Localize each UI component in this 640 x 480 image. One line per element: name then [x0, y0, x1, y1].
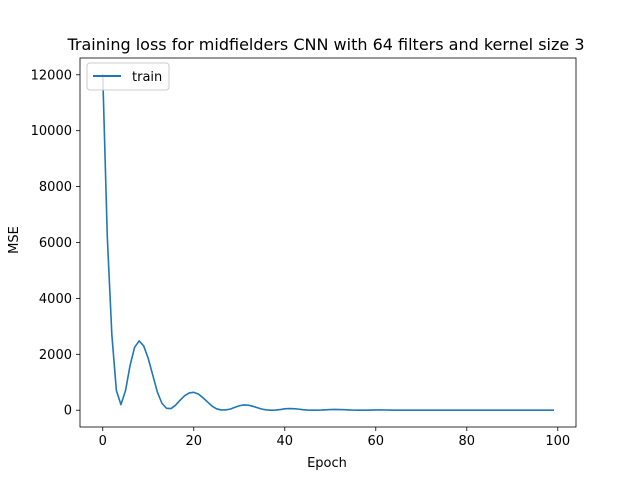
x-tick-label: 60 — [368, 434, 385, 449]
x-tick-label: 80 — [459, 434, 476, 449]
x-tick-label: 100 — [545, 434, 570, 449]
plot-frame — [79, 57, 577, 428]
legend: train — [86, 62, 170, 91]
series-layer — [101, 73, 555, 412]
y-tick-label: 4000 — [39, 292, 72, 307]
x-tick-label: 20 — [185, 434, 202, 449]
y-tick-label: 10000 — [31, 124, 72, 139]
y-tick-label: 2000 — [39, 348, 72, 363]
x-tick-label: 0 — [99, 434, 107, 449]
x-axis-label: Epoch — [307, 456, 347, 471]
plot-area — [79, 57, 577, 428]
y-tick-label: 6000 — [39, 236, 72, 251]
axis-ticks: 0 20 40 60 80 100 0 2000 4000 6000 8000 10000 12000 — [31, 68, 571, 449]
series-line-train — [101, 73, 555, 412]
y-tick-label: 12000 — [31, 68, 72, 83]
legend-label-train: train — [132, 70, 162, 85]
y-tick-label: 8000 — [39, 180, 72, 195]
x-tick-label: 40 — [276, 434, 293, 449]
y-axis-label: MSE — [7, 226, 22, 254]
y-tick-label: 0 — [64, 404, 72, 419]
chart-title: Training loss for midfielders CNN with 6… — [67, 35, 585, 54]
legend-box — [86, 62, 170, 91]
